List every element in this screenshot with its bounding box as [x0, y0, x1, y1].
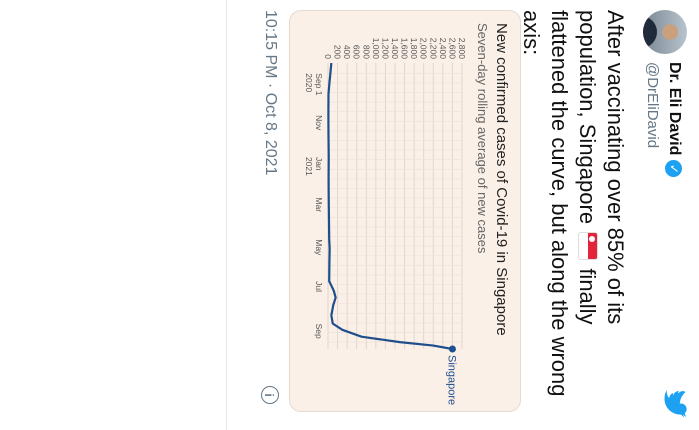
info-icon[interactable]: i	[261, 386, 279, 404]
y-tick-label: 2,200	[428, 38, 438, 60]
cases-line-chart: 0 200 400 600 800 1,000 1,200 1,400 1,600 1,800 2,…	[304, 38, 467, 405]
y-tick-label: 1,000	[371, 38, 381, 60]
y-tick-label: 600	[352, 45, 362, 59]
y-tick-label: 400	[342, 45, 352, 59]
author-name[interactable]: Dr. Eli David	[666, 62, 683, 156]
verified-badge-icon: ✓	[665, 160, 683, 178]
y-tick-label: 2,800	[457, 38, 467, 60]
x-tick-label: May	[314, 239, 324, 256]
series-endpoint	[448, 345, 456, 353]
author-handle[interactable]: @DrEliDavid	[644, 62, 661, 149]
y-tick-label: 1,600	[400, 38, 410, 60]
avatar-photo	[643, 16, 657, 48]
y-tick-label: 2,600	[447, 38, 457, 60]
y-tick-label: 200	[333, 45, 343, 59]
y-tick-label: 1,200	[380, 38, 390, 60]
y-tick-label: 1,800	[409, 38, 419, 60]
x-tick-label: 2021	[304, 157, 314, 176]
singapore-flag-icon	[578, 232, 598, 261]
x-tick-label: 2020	[304, 73, 314, 92]
avatar[interactable]	[643, 10, 687, 54]
tweet-text: After vaccinating over 85% of its popula…	[517, 10, 629, 405]
series-label: Singapore	[445, 355, 457, 405]
x-tick-label: Sep 1	[314, 73, 324, 95]
chart-card[interactable]: New confirmed cases of Covid-19 in Singa…	[289, 10, 521, 412]
y-tick-label: 800	[361, 45, 371, 59]
author-name-row[interactable]: Dr. Eli David ✓	[665, 62, 683, 178]
series-line-singapore	[327, 62, 453, 351]
y-tick-label: 1,400	[390, 38, 400, 60]
y-tick-label: 2,000	[419, 38, 429, 60]
x-tick-label: Nov	[314, 115, 324, 131]
x-tick-label: Mar	[314, 197, 324, 212]
x-tick-label: Jan	[314, 157, 324, 171]
y-tick-label: 2,400	[438, 38, 448, 60]
tweet-timestamp[interactable]: 10:15 PM · Oct 8, 2021	[262, 10, 279, 176]
x-tick-label: Jul	[314, 281, 324, 292]
x-tick-label: Sep	[314, 324, 324, 339]
divider	[226, 0, 227, 430]
y-tick-label: 0	[323, 54, 333, 59]
twitter-bird-icon[interactable]	[663, 390, 687, 418]
